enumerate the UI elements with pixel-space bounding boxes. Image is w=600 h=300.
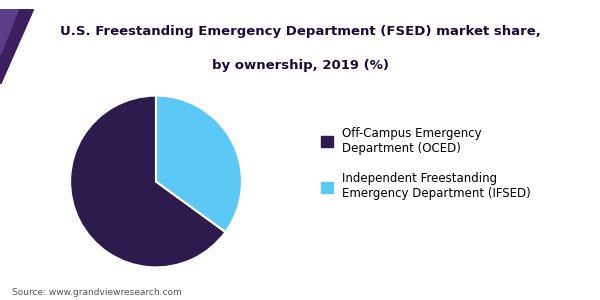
Text: U.S. Freestanding Emergency Department (FSED) market share,: U.S. Freestanding Emergency Department (… [59,25,541,38]
Text: Source: www.grandviewresearch.com: Source: www.grandviewresearch.com [12,288,182,297]
Wedge shape [156,96,242,232]
Polygon shape [0,9,33,84]
Wedge shape [70,96,226,267]
Text: by ownership, 2019 (%): by ownership, 2019 (%) [212,59,389,72]
Polygon shape [0,9,18,54]
Legend: Off-Campus Emergency
Department (OCED), Independent Freestanding
Emergency Depar: Off-Campus Emergency Department (OCED), … [321,127,531,200]
